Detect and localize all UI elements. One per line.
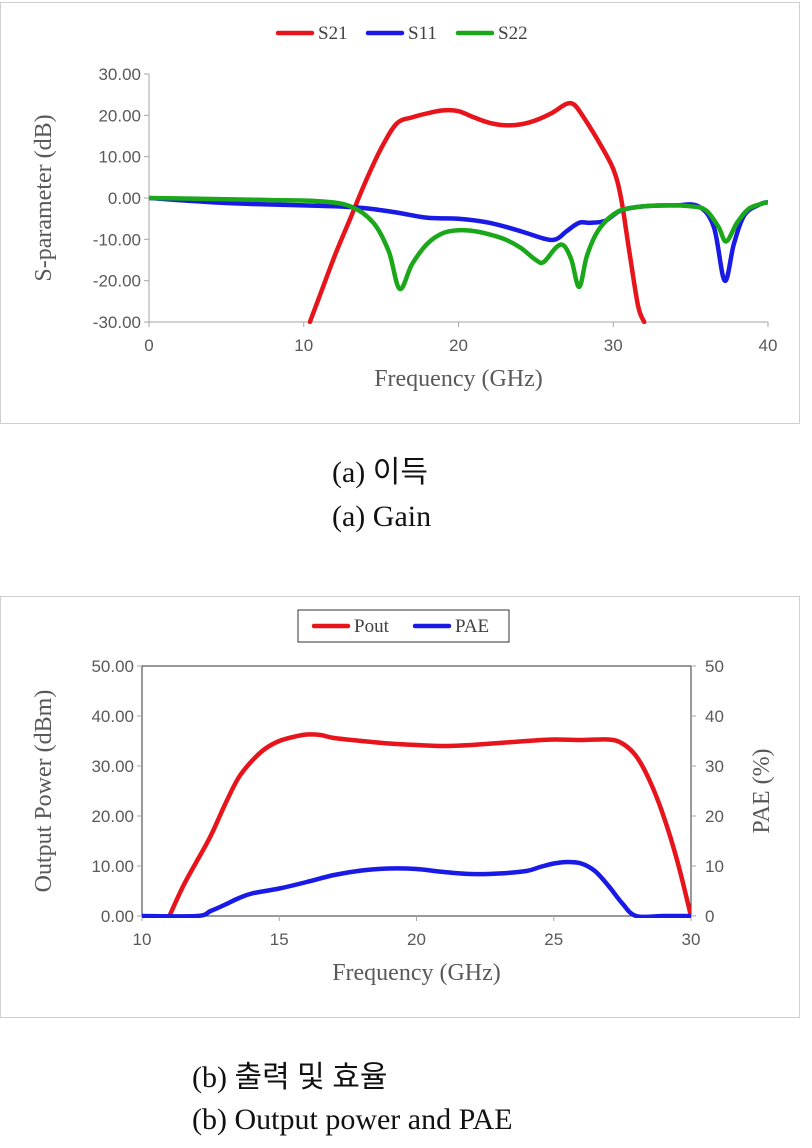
- series-line-pout: [167, 732, 691, 918]
- caption-a-korean: (a) 이득: [332, 456, 428, 489]
- y-tick-label: -30.00: [93, 313, 141, 332]
- x-tick-label: 15: [270, 930, 289, 949]
- y2-tick-label: 30: [705, 757, 724, 776]
- y-tick-label: 20.00: [91, 807, 134, 826]
- y2-tick-label: 20: [705, 807, 724, 826]
- y2-tick-label: 10: [705, 857, 724, 876]
- output-power-chart: 50.00 40.00 30.00 20.00 10.00 0.00 50 40 30 20 10 0…: [31, 609, 775, 986]
- y-tick-label: 10.00: [98, 148, 141, 167]
- legend-label-pout: Pout: [354, 616, 390, 637]
- y2-tick-label: 40: [705, 707, 724, 726]
- chart-panel-a: 30.00 20.00 10.00 0.00 -10.00 -20.00 -30.00 0 10…: [0, 2, 800, 424]
- y-tick-label: 20.00: [98, 106, 141, 125]
- y-tick-label: 40.00: [91, 707, 134, 726]
- x-tick-label: 0: [144, 336, 153, 355]
- legend-label-s22: S22: [498, 23, 528, 44]
- y-tick-label: 10.00: [91, 857, 134, 876]
- caption-b-korean: (b) 출력 및 효율: [192, 1061, 388, 1094]
- y-tick-label: 0.00: [108, 189, 141, 208]
- caption-b-english: (b) Output power and PAE: [192, 1103, 513, 1136]
- x-tick-label: 10: [133, 930, 152, 949]
- s-parameter-chart: 30.00 20.00 10.00 0.00 -10.00 -20.00 -30.000 10…: [31, 23, 778, 392]
- y-tick-label: 30.00: [91, 757, 134, 776]
- x-tick-label: 20: [449, 336, 468, 355]
- series-line-s22: [149, 195, 768, 292]
- y2-tick-label: 0: [705, 907, 714, 926]
- x-tick-label: 40: [759, 336, 778, 355]
- y-tick-label: 30.00: [98, 65, 141, 84]
- y2-axis-title: PAE (%): [749, 748, 775, 833]
- series-line-s11: [149, 195, 768, 283]
- y2-tick-label: 50: [705, 657, 724, 676]
- x-tick-label: 10: [294, 336, 313, 355]
- series-line-s21: [307, 100, 647, 324]
- y-tick-label: 0.00: [101, 907, 134, 926]
- y-axis-title: S-parameter (dB): [31, 114, 57, 281]
- legend-label-pae: PAE: [455, 616, 489, 637]
- chart-panel-b: 50.00 40.00 30.00 20.00 10.00 0.00 50 40 30 20 10 0…: [0, 596, 800, 1018]
- y-tick-label: -20.00: [93, 272, 141, 291]
- x-axis-title: Frequency (GHz): [332, 960, 501, 986]
- caption-a-english: (a) Gain: [332, 500, 432, 533]
- y-axis-title: Output Power (dBm): [31, 690, 57, 893]
- plot-area-frame: [141, 665, 692, 917]
- series-line-pae: [142, 859, 691, 918]
- y-tick-label: 50.00: [91, 657, 134, 676]
- legend-label-s11: S11: [408, 23, 437, 44]
- legend-label-s21: S21: [318, 23, 348, 44]
- y-tick-label: -10.00: [93, 230, 141, 249]
- x-tick-label: 30: [682, 930, 701, 949]
- x-tick-label: 20: [407, 930, 426, 949]
- x-tick-label: 30: [604, 336, 623, 355]
- x-axis-title: Frequency (GHz): [374, 366, 543, 392]
- x-tick-label: 25: [544, 930, 563, 949]
